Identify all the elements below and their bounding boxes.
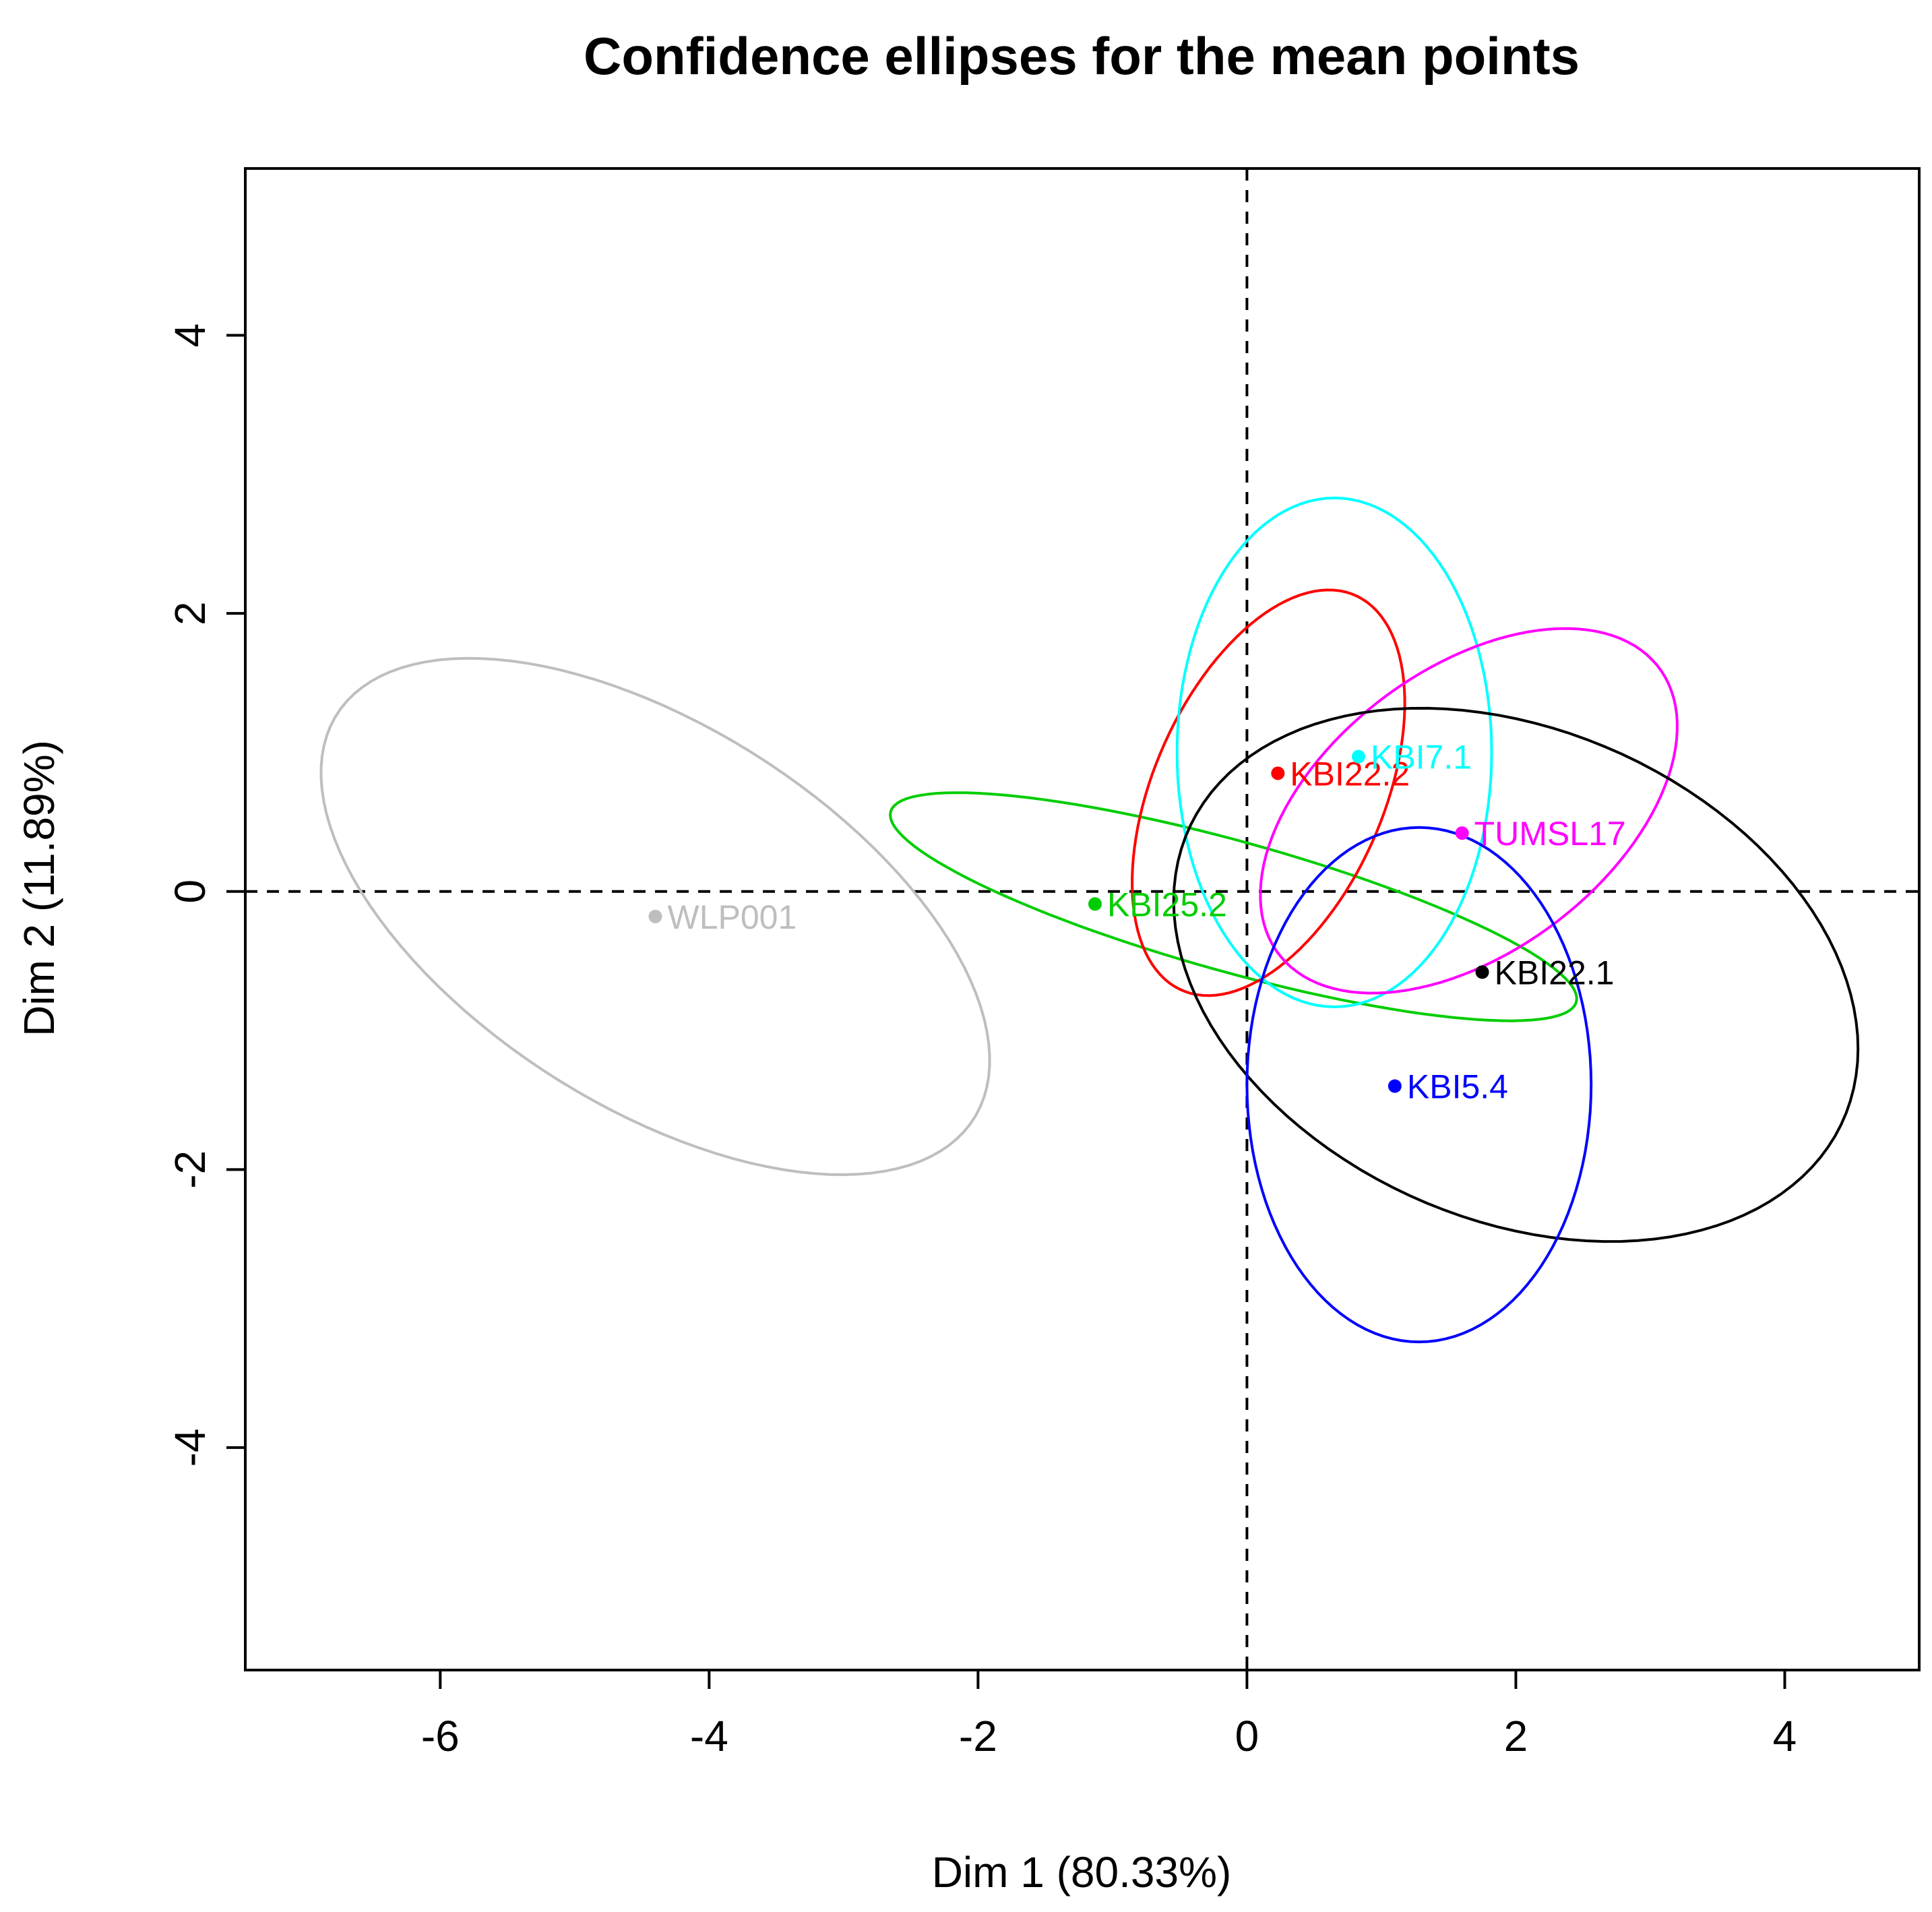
point-kbi5-4 xyxy=(1388,1079,1402,1093)
ellipse-kbi22-2 xyxy=(1131,588,1406,997)
y-tick-label: 4 xyxy=(166,323,214,348)
x-tick-label: 0 xyxy=(1235,1712,1259,1760)
point-kbi22-2 xyxy=(1271,766,1285,780)
x-tick-label: -2 xyxy=(959,1712,997,1760)
x-tick-label: 2 xyxy=(1504,1712,1528,1760)
point-label-kbi22-2: KBI22.2 xyxy=(1290,755,1410,793)
y-tick-label: 2 xyxy=(166,601,214,625)
chart-title: Confidence ellipses for the mean points xyxy=(584,26,1580,86)
y-tick-label: 0 xyxy=(166,880,214,904)
point-label-wlp001: WLP001 xyxy=(668,898,797,936)
plot-frame xyxy=(244,167,1921,1671)
point-label-kbi25-2: KBI25.2 xyxy=(1107,886,1227,923)
point-label-kbi22-1: KBI22.1 xyxy=(1495,954,1615,991)
point-wlp001 xyxy=(648,909,662,923)
y-axis-label: Dim 2 (11.89%) xyxy=(15,740,63,1037)
x-tick-label: -6 xyxy=(421,1712,460,1760)
plot-area: -6 -4 -2 0 2 4 -4 -2 0 2 4 WLP001 KBI25.2 KBI22.2KBI7… xyxy=(166,167,1921,1760)
point-kbi22-1 xyxy=(1475,965,1489,979)
x-tick-label: 4 xyxy=(1773,1712,1797,1760)
ellipse-wlp001 xyxy=(319,656,991,1177)
point-label-kbi7-1: KBI7.1 xyxy=(1371,739,1472,776)
ellipse-kbi25-2 xyxy=(889,791,1578,1022)
ellipse-kbi7-1 xyxy=(1175,496,1493,1009)
y-tick-label: -2 xyxy=(166,1150,214,1189)
point-kbi7-1 xyxy=(1352,749,1366,764)
x-tick-label: -4 xyxy=(690,1712,728,1760)
x-axis-label: Dim 1 (80.33%) xyxy=(932,1848,1232,1896)
ellipse-kbi22-1 xyxy=(1172,706,1860,1243)
ellipse-kbi5-4 xyxy=(1245,826,1593,1344)
point-label-tumsl17: TUMSL17 xyxy=(1474,815,1626,853)
point-tumsl17 xyxy=(1455,826,1469,840)
ellipse-tumsl17 xyxy=(1259,627,1679,995)
point-kbi25-2 xyxy=(1088,897,1102,911)
y-tick-label: -4 xyxy=(166,1428,214,1467)
point-label-kbi5-4: KBI5.4 xyxy=(1407,1068,1508,1106)
